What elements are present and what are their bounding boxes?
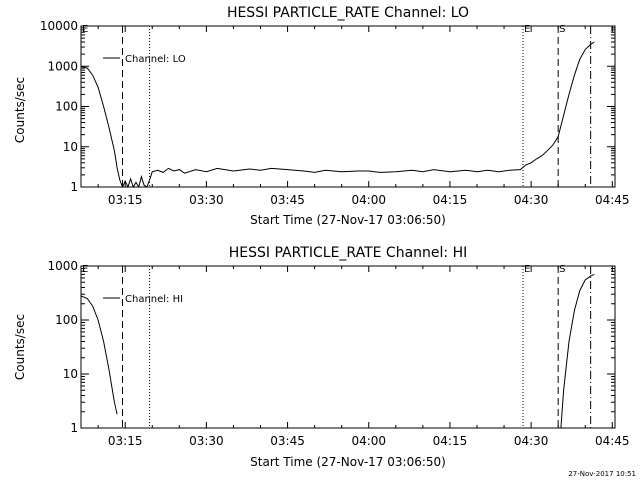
x-tick-label: 03:45 [270, 434, 305, 448]
y-tick-label: 100 [55, 100, 78, 114]
y-tick-label: 10000 [40, 19, 78, 33]
x-tick-label: 04:30 [514, 434, 549, 448]
x-tick-label: 04:00 [351, 193, 386, 207]
series-line [80, 295, 118, 415]
legend-label: Channel: HI [125, 294, 183, 305]
legend-label: Channel: LO [125, 54, 186, 65]
series-line [560, 273, 595, 429]
y-axis-label: Counts/sec [13, 77, 27, 143]
timestamp-footer: 27-Nov-2017 10:51 [568, 470, 636, 478]
axis-ticks: 03:15 03:30 03:45 04:00 04:15 04:30 04:45 1 10 10… [40, 19, 630, 207]
marker-label: E [524, 24, 530, 35]
x-tick-label: 04:00 [351, 434, 386, 448]
series-group [80, 273, 595, 429]
y-axis-label: Counts/sec [13, 314, 27, 380]
y-tick-label: 1000 [47, 259, 78, 273]
x-axis-label: Start Time (27-Nov-17 03:06:50) [250, 455, 446, 469]
y-tick-label: 1 [70, 421, 78, 435]
x-tick-label: 04:15 [433, 434, 468, 448]
plot-frame [80, 265, 616, 429]
x-tick-label: 04:30 [514, 193, 549, 207]
marker-label: E [524, 264, 530, 275]
x-tick-label: 03:15 [108, 434, 143, 448]
legend: Channel: HI [103, 294, 183, 305]
y-tick-label: 1000 [47, 59, 78, 73]
x-tick-label: 04:45 [595, 434, 630, 448]
marker-label: E [82, 264, 88, 275]
y-tick-label: 100 [55, 313, 78, 327]
y-tick-label: 10 [63, 367, 78, 381]
chart-title: HESSI PARTICLE_RATE Channel: LO [227, 5, 469, 21]
chart-panel-hi: HESSI PARTICLE_RATE Channel: HI Counts/s… [13, 245, 630, 469]
y-tick-label: 1 [70, 180, 78, 194]
marker-label: E [82, 24, 88, 35]
axis-ticks: 03:15 03:30 03:45 04:00 04:15 04:30 04:45 1 10 10… [47, 259, 629, 448]
y-tick-label: 10 [63, 140, 78, 154]
x-axis-label: Start Time (27-Nov-17 03:06:50) [250, 213, 446, 227]
x-tick-label: 04:45 [595, 193, 630, 207]
x-tick-label: 03:15 [108, 193, 143, 207]
marker-label: S [559, 24, 565, 35]
x-tick-label: 03:30 [189, 434, 224, 448]
series-line [80, 41, 595, 189]
series-group [80, 41, 595, 189]
x-tick-label: 04:15 [433, 193, 468, 207]
x-tick-label: 03:30 [189, 193, 224, 207]
marker-label: S [559, 264, 565, 275]
chart-title: HESSI PARTICLE_RATE Channel: HI [229, 245, 467, 261]
legend: Channel: LO [103, 54, 186, 65]
x-tick-label: 03:45 [270, 193, 305, 207]
chart-panel-lo: HESSI PARTICLE_RATE Channel: LO Counts/s… [13, 5, 630, 227]
